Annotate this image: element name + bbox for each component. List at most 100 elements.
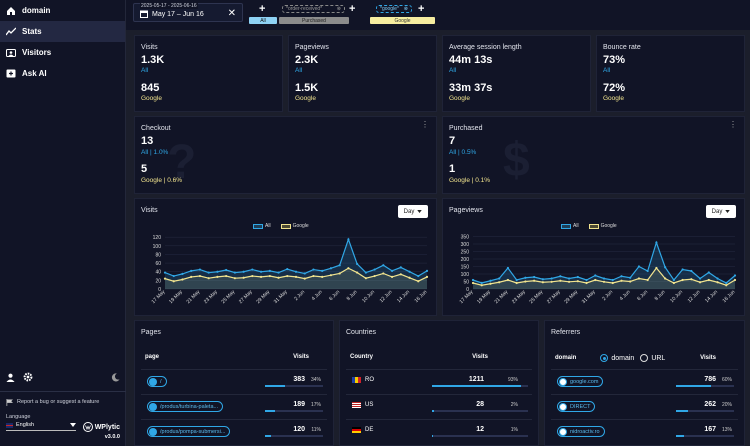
data-point[interactable] [364,277,367,280]
data-point[interactable] [611,281,614,285]
data-point[interactable] [207,277,210,280]
metric-card-visits[interactable]: Visits 1.3K All 845 Google [134,35,283,112]
metric-card-pageviews[interactable]: Pageviews 2.3K All 1.5K Google [288,35,437,112]
date-range-picker[interactable]: 2025-05-17 - 2025-06-16 May 17 – Jun 16 … [133,3,243,22]
data-point[interactable] [611,278,614,282]
data-point[interactable] [690,278,693,281]
data-point[interactable] [277,271,280,274]
legend-google[interactable]: Google [280,223,309,229]
data-point[interactable] [356,271,359,274]
data-point[interactable] [550,280,553,283]
data-point[interactable] [498,281,501,284]
legend-all[interactable]: All [561,223,579,229]
data-point[interactable] [251,268,254,271]
data-point[interactable] [338,272,341,275]
data-point[interactable] [390,269,394,272]
interval-select[interactable]: Day [706,205,736,218]
data-point[interactable] [172,274,175,278]
referrer-mode-domain[interactable]: domain [600,354,634,362]
radio-domain[interactable] [600,354,609,362]
data-point[interactable] [303,272,306,275]
data-point[interactable] [629,276,632,279]
remove-filter-icon[interactable]: ⊗ [336,6,341,12]
segment-filter-google[interactable]: *google* ⊗ [376,5,412,13]
referrer-pill[interactable]: nidroactiv.ro [557,426,605,437]
data-point[interactable] [576,275,579,279]
data-point[interactable] [181,272,184,275]
data-point[interactable] [707,278,710,282]
table-row[interactable]: nidroactiv.ro 167 13% [551,419,738,440]
segment-google-label[interactable]: Google [370,17,435,24]
data-point[interactable] [294,275,298,279]
more-options-icon[interactable]: ⋮ [421,120,429,129]
data-point[interactable] [698,281,702,284]
data-point[interactable] [489,279,492,282]
data-point[interactable] [417,280,420,283]
data-point[interactable] [338,264,341,267]
table-row[interactable]: /produs/turbina-paleta... 189 17% [141,394,327,415]
clear-date-icon[interactable]: ✕ [227,8,236,19]
table-row[interactable]: /produs/pompa-submersi... 120 11% [141,419,327,440]
gear-icon[interactable] [23,372,33,382]
data-point[interactable] [480,281,483,285]
data-point[interactable] [646,269,649,273]
data-point[interactable] [382,272,385,275]
data-point[interactable] [541,281,544,284]
data-point[interactable] [425,269,429,272]
data-point[interactable] [172,280,175,283]
data-point[interactable] [533,279,536,282]
data-point[interactable] [559,275,562,278]
data-point[interactable] [707,271,710,274]
data-point[interactable] [524,280,527,283]
referrer-mode-url[interactable]: URL [640,354,665,362]
data-point[interactable] [664,266,667,269]
data-point[interactable] [268,274,271,278]
report-bug-link[interactable]: Report a bug or suggest a feature [0,396,126,408]
data-point[interactable] [321,275,324,279]
data-point[interactable] [637,277,641,280]
data-point[interactable] [163,271,167,274]
metric-card-bounce-rate[interactable]: Bounce rate 73% All 72% Google [596,35,745,112]
user-icon[interactable] [6,373,15,382]
data-point[interactable] [725,281,728,285]
data-point[interactable] [559,279,562,282]
data-point[interactable] [294,270,298,273]
data-point[interactable] [259,270,263,273]
referrer-pill[interactable]: google.com [557,376,604,387]
sidebar-item-domain[interactable]: domain [0,0,125,21]
data-point[interactable] [733,278,737,282]
data-point[interactable] [225,268,228,272]
data-point[interactable] [242,270,245,273]
data-point[interactable] [681,268,684,271]
data-point[interactable] [471,278,475,282]
data-point[interactable] [515,281,518,285]
sidebar-item-stats[interactable]: Stats [0,21,125,42]
data-point[interactable] [524,276,527,279]
data-point[interactable] [312,274,315,278]
data-point[interactable] [312,268,315,271]
data-point[interactable] [207,271,210,274]
data-point[interactable] [672,281,675,285]
page-pill[interactable]: /produs/turbina-paleta... [147,401,224,412]
data-point[interactable] [425,275,429,279]
data-point[interactable] [233,277,236,280]
data-point[interactable] [190,275,193,279]
data-point[interactable] [216,270,219,273]
data-point[interactable] [399,266,402,269]
data-point[interactable] [716,277,719,280]
page-pill[interactable]: / [147,376,167,387]
data-point[interactable] [585,281,588,285]
data-point[interactable] [190,269,193,272]
data-point[interactable] [698,277,702,280]
data-point[interactable] [567,277,571,280]
segment-filter-purchased[interactable]: *order-received* ⊗ [282,5,345,13]
metric-card-session-length[interactable]: Average session length 44m 13s All 33m 3… [442,35,591,112]
data-point[interactable] [347,238,350,241]
data-point[interactable] [268,269,271,272]
data-point[interactable] [620,275,623,278]
add-filter-all-button[interactable]: + [259,3,266,15]
data-point[interactable] [594,278,597,282]
data-point[interactable] [541,278,544,281]
interval-select[interactable]: Day [398,205,428,218]
data-point[interactable] [163,277,167,280]
